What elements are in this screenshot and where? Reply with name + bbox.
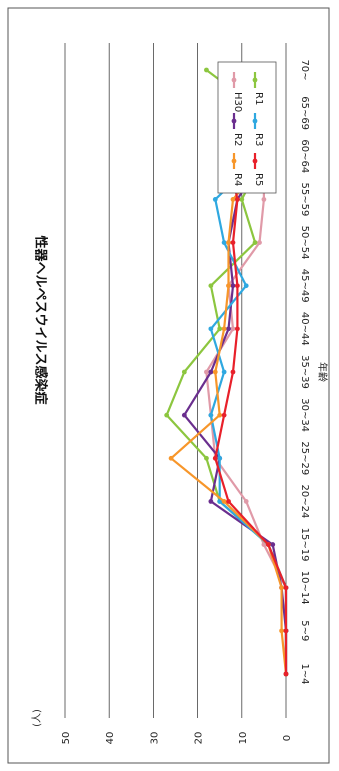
data-point xyxy=(221,240,227,245)
data-point xyxy=(168,455,174,461)
data-point xyxy=(181,412,187,418)
data-point xyxy=(164,412,170,418)
legend-item-R3: R3 xyxy=(252,113,264,146)
data-point xyxy=(243,283,249,289)
data-point xyxy=(212,455,218,461)
data-point xyxy=(208,412,214,418)
data-point xyxy=(283,585,289,591)
data-point xyxy=(226,326,231,332)
legend-box xyxy=(217,61,277,194)
data-point xyxy=(208,499,214,504)
data-point xyxy=(234,197,240,202)
legend-label: R4 xyxy=(232,173,243,186)
y-tick-label: 40 xyxy=(105,732,116,745)
legend-label: R1 xyxy=(253,92,264,105)
data-point xyxy=(221,499,227,504)
legend-marker xyxy=(231,77,237,83)
y-tick-label: 10 xyxy=(238,732,249,745)
data-point xyxy=(204,455,209,461)
data-point xyxy=(208,283,214,289)
y-axis-unit-label: (人) xyxy=(31,709,43,727)
data-point xyxy=(204,67,209,73)
y-tick-label: 20 xyxy=(194,732,205,745)
data-point xyxy=(239,197,245,202)
legend-marker xyxy=(231,158,237,164)
data-point xyxy=(217,455,223,461)
data-point xyxy=(221,369,227,375)
y-tick-label: 50 xyxy=(61,732,72,745)
data-point xyxy=(212,369,218,375)
data-point xyxy=(230,326,236,332)
legend-marker xyxy=(252,158,258,164)
legend-item-R1: R1 xyxy=(252,72,264,105)
data-point xyxy=(226,499,231,504)
data-point xyxy=(181,369,187,375)
legend: R1 R3 R5 H30 R2 R4 xyxy=(217,61,277,194)
legend-marker xyxy=(252,77,258,83)
data-point xyxy=(226,283,231,289)
chart-title: 性器ヘルペスウイルス感染症 xyxy=(33,235,49,404)
data-point xyxy=(283,628,289,634)
x-tick-label: 70~ xyxy=(299,59,310,80)
legend-item-H30: H30 xyxy=(231,72,243,112)
legend-item-R4: R4 xyxy=(231,153,243,186)
data-point xyxy=(243,499,249,504)
data-point xyxy=(221,412,227,418)
data-point xyxy=(257,240,262,245)
data-point xyxy=(270,542,276,547)
x-tick-label: 65~69 xyxy=(299,96,310,130)
data-point xyxy=(217,412,223,418)
x-tick-label: 30~34 xyxy=(299,398,310,432)
data-point xyxy=(261,542,267,547)
data-point xyxy=(217,499,223,504)
data-point xyxy=(261,197,267,202)
legend-item-R2: R2 xyxy=(231,113,243,146)
x-tick-labels: 1~4 5~9 10~14 15~19 20~24 25~29 30~34 35~39 40~4… xyxy=(299,59,310,684)
data-point xyxy=(279,585,284,591)
legend-label: R3 xyxy=(253,133,264,146)
x-tick-label: 40~44 xyxy=(299,312,310,346)
data-point xyxy=(265,542,271,547)
x-axis-label: 年齢 xyxy=(316,362,329,382)
legend-marker xyxy=(231,118,237,124)
y-tick-label: 30 xyxy=(149,732,160,745)
data-point xyxy=(234,283,240,289)
legend-label: R2 xyxy=(232,133,243,146)
data-point xyxy=(230,369,236,375)
x-tick-label: 60~64 xyxy=(299,139,310,173)
data-point xyxy=(204,369,209,375)
data-point xyxy=(217,326,223,332)
legend-item-R5: R5 xyxy=(252,153,264,186)
data-point xyxy=(234,326,240,332)
x-tick-label: 25~29 xyxy=(299,441,310,475)
x-tick-label: 35~39 xyxy=(299,355,310,389)
data-point xyxy=(230,240,236,245)
y-tick-label: 0 xyxy=(282,735,293,741)
legend-marker xyxy=(252,118,258,124)
x-tick-label: 10~14 xyxy=(299,571,310,605)
chart-frame xyxy=(7,7,330,764)
data-point xyxy=(279,628,284,634)
x-tick-label: 20~24 xyxy=(299,485,310,519)
x-tick-label: 5~9 xyxy=(299,620,310,641)
x-tick-label: 45~49 xyxy=(299,269,310,303)
legend-label: R5 xyxy=(253,173,264,186)
x-tick-label: 55~59 xyxy=(299,183,310,217)
y-tick-labels: 0 10 20 30 40 50 xyxy=(61,732,293,745)
data-point xyxy=(208,326,214,332)
x-tick-label: 1~4 xyxy=(299,663,310,684)
data-point xyxy=(230,283,236,289)
data-point xyxy=(221,326,227,332)
data-point xyxy=(252,240,258,245)
x-tick-label: 15~19 xyxy=(299,528,310,562)
data-point xyxy=(226,240,231,245)
data-point xyxy=(212,197,218,202)
data-point xyxy=(230,197,236,202)
data-point xyxy=(208,369,214,375)
x-tick-label: 50~54 xyxy=(299,226,310,260)
data-point xyxy=(283,671,289,677)
legend-label: H30 xyxy=(232,92,243,112)
